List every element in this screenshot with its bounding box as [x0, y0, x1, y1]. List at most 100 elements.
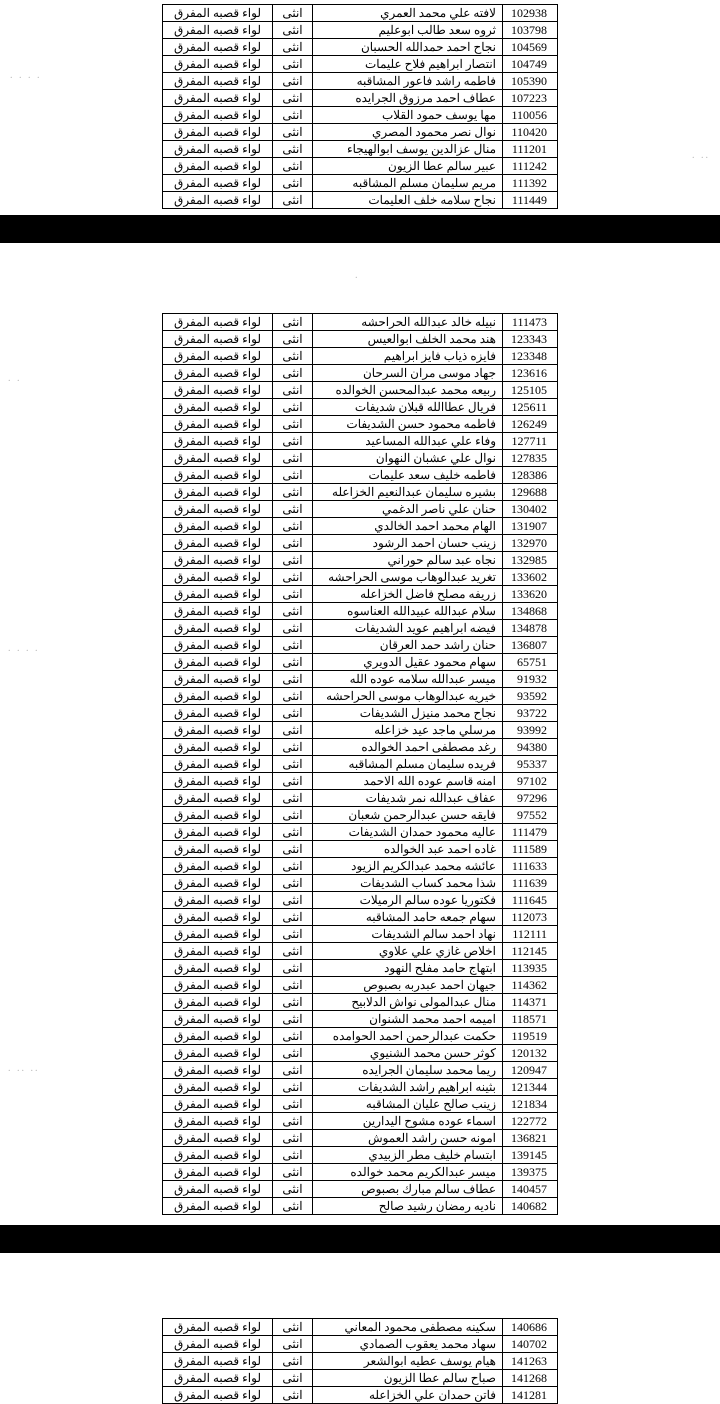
- cell-id: 141263: [503, 1353, 558, 1370]
- cell-id: 111473: [503, 314, 558, 331]
- cell-id: 107223: [503, 90, 558, 107]
- table-row: 136807حنان راشد حمد العرقانانثىلواء قصبه…: [163, 637, 558, 654]
- cell-id: 123348: [503, 348, 558, 365]
- cell-gender: انثى: [273, 1147, 313, 1164]
- cell-district: لواء قصبه المفرق: [163, 654, 273, 671]
- cell-id: 130402: [503, 501, 558, 518]
- cell-name: اميمه احمد محمد الشنوان: [313, 1011, 503, 1028]
- cell-gender: انثى: [273, 586, 313, 603]
- cell-district: لواء قصبه المفرق: [163, 73, 273, 90]
- table-row: 141263هيام يوسف عطيه ابوالشعرانثىلواء قص…: [163, 1353, 558, 1370]
- table-row: 130402حنان علي ناصر الدغميانثىلواء قصبه …: [163, 501, 558, 518]
- data-table-2: 111473نبيله خالد عبدالله الحراحشهانثىلوا…: [162, 313, 558, 1215]
- cell-name: انتصار ابراهيم فلاح عليمات: [313, 56, 503, 73]
- cell-gender: انثى: [273, 977, 313, 994]
- cell-gender: انثى: [273, 56, 313, 73]
- table-row: 111479عاليه محمود حمدان الشديفاتانثىلواء…: [163, 824, 558, 841]
- cell-id: 127711: [503, 433, 558, 450]
- cell-name: نجاح سلامه خلف العليمات: [313, 192, 503, 209]
- table-row: 103798ثروه سعد طالب ابوعليمانثىلواء قصبه…: [163, 22, 558, 39]
- cell-district: لواء قصبه المفرق: [163, 926, 273, 943]
- table-row: 104749انتصار ابراهيم فلاح عليماتانثىلواء…: [163, 56, 558, 73]
- data-table-1: 102938لافته علي محمد العمريانثىلواء قصبه…: [162, 4, 558, 209]
- cell-id: 110420: [503, 124, 558, 141]
- table-row: 93592خيريه عبدالوهاب موسى الحراحشهانثىلو…: [163, 688, 558, 705]
- cell-id: 65751: [503, 654, 558, 671]
- cell-gender: انثى: [273, 552, 313, 569]
- cell-name: وفاء علي عبدالله المساعيد: [313, 433, 503, 450]
- cell-district: لواء قصبه المفرق: [163, 158, 273, 175]
- cell-district: لواء قصبه المفرق: [163, 552, 273, 569]
- cell-id: 134868: [503, 603, 558, 620]
- cell-gender: انثى: [273, 875, 313, 892]
- cell-id: 141281: [503, 1387, 558, 1404]
- cell-district: لواء قصبه المفرق: [163, 943, 273, 960]
- cell-district: لواء قصبه المفرق: [163, 107, 273, 124]
- cell-name: جهاد موسى مران السرحان: [313, 365, 503, 382]
- cell-district: لواء قصبه المفرق: [163, 1370, 273, 1387]
- table-row: 128386فاطمه خليف سعد عليماتانثىلواء قصبه…: [163, 467, 558, 484]
- cell-id: 140686: [503, 1319, 558, 1336]
- cell-name: امنه قاسم عوده الله الاحمد: [313, 773, 503, 790]
- cell-name: ربيعه محمد عبدالمحسن الخوالده: [313, 382, 503, 399]
- cell-id: 139375: [503, 1164, 558, 1181]
- cell-district: لواء قصبه المفرق: [163, 790, 273, 807]
- cell-id: 118571: [503, 1011, 558, 1028]
- table-row: 113935ابتهاج حامد مفلح النهودانثىلواء قص…: [163, 960, 558, 977]
- cell-gender: انثى: [273, 569, 313, 586]
- table-row: 111589غاده احمد عبد الخوالدهانثىلواء قصب…: [163, 841, 558, 858]
- cell-id: 111589: [503, 841, 558, 858]
- cell-gender: انثى: [273, 1062, 313, 1079]
- cell-gender: انثى: [273, 399, 313, 416]
- cell-name: حنان راشد حمد العرقان: [313, 637, 503, 654]
- table-row: 140686سكينه مصطفى محمود المعانيانثىلواء …: [163, 1319, 558, 1336]
- cell-district: لواء قصبه المفرق: [163, 569, 273, 586]
- cell-name: صباح سالم عطا الزيون: [313, 1370, 503, 1387]
- cell-name: ناديه رمضان رشيد صالح: [313, 1198, 503, 1215]
- cell-gender: انثى: [273, 1130, 313, 1147]
- cell-gender: انثى: [273, 175, 313, 192]
- cell-name: فاتن حمدان علي الخزاعله: [313, 1387, 503, 1404]
- cell-id: 136821: [503, 1130, 558, 1147]
- cell-id: 97102: [503, 773, 558, 790]
- cell-name: بشيره سليمان عبدالنعيم الخزاعله: [313, 484, 503, 501]
- table-row: 129688بشيره سليمان عبدالنعيم الخزاعلهانث…: [163, 484, 558, 501]
- cell-id: 125105: [503, 382, 558, 399]
- cell-name: فاطمه خليف سعد عليمات: [313, 467, 503, 484]
- cell-id: 141268: [503, 1370, 558, 1387]
- table-row: 91932ميسر عبدالله سلامه عوده اللهانثىلوا…: [163, 671, 558, 688]
- cell-name: نوال نصر محمود المصري: [313, 124, 503, 141]
- cell-district: لواء قصبه المفرق: [163, 22, 273, 39]
- cell-id: 126249: [503, 416, 558, 433]
- cell-id: 111449: [503, 192, 558, 209]
- cell-id: 111479: [503, 824, 558, 841]
- cell-id: 120947: [503, 1062, 558, 1079]
- cell-district: لواء قصبه المفرق: [163, 586, 273, 603]
- cell-name: لافته علي محمد العمري: [313, 5, 503, 22]
- cell-district: لواء قصبه المفرق: [163, 450, 273, 467]
- table-row: 121834زينب صالح عليان المشاقبهانثىلواء ق…: [163, 1096, 558, 1113]
- cell-name: فايقه حسن عبدالرحمن شعبان: [313, 807, 503, 824]
- cell-id: 103798: [503, 22, 558, 39]
- table-row: 127711وفاء علي عبدالله المساعيدانثىلواء …: [163, 433, 558, 450]
- cell-district: لواء قصبه المفرق: [163, 1164, 273, 1181]
- cell-gender: انثى: [273, 637, 313, 654]
- cell-id: 112145: [503, 943, 558, 960]
- table-row: 123343هند محمد الخلف ابوالعيسانثىلواء قص…: [163, 331, 558, 348]
- cell-id: 105390: [503, 73, 558, 90]
- cell-name: مرسلي ماجد عيد خزاعله: [313, 722, 503, 739]
- cell-gender: انثى: [273, 1045, 313, 1062]
- table-row: 112145اخلاص غازي علي علاويانثىلواء قصبه …: [163, 943, 558, 960]
- table-row: 139375ميسر عبدالكريم محمد خوالدهانثىلواء…: [163, 1164, 558, 1181]
- table-row: 125105ربيعه محمد عبدالمحسن الخوالدهانثىل…: [163, 382, 558, 399]
- cell-id: 133602: [503, 569, 558, 586]
- cell-id: 121834: [503, 1096, 558, 1113]
- cell-district: لواء قصبه المفرق: [163, 858, 273, 875]
- cell-district: لواء قصبه المفرق: [163, 56, 273, 73]
- cell-gender: انثى: [273, 790, 313, 807]
- cell-district: لواء قصبه المفرق: [163, 756, 273, 773]
- cell-id: 139145: [503, 1147, 558, 1164]
- table-row: 112111نهاد احمد سالم الشديفاتانثىلواء قص…: [163, 926, 558, 943]
- page-separator: [0, 215, 720, 243]
- table-row: 123348فايزه ذياب فايز ابراهيمانثىلواء قص…: [163, 348, 558, 365]
